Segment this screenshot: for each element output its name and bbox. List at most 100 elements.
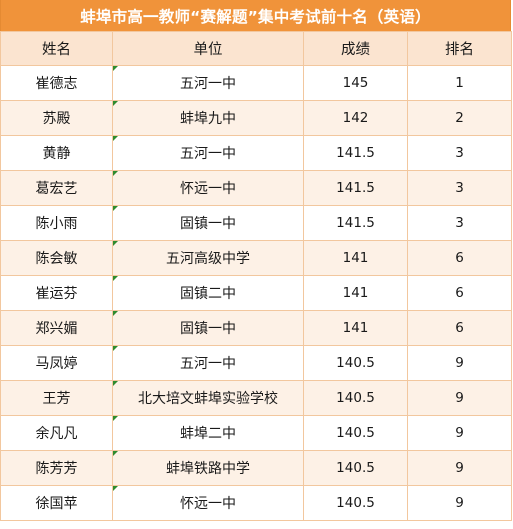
cell-name: 崔德志 [0,65,113,101]
cell-name: 陈会敏 [0,240,113,276]
cell-marker-icon [113,206,118,211]
cell-marker-icon [113,241,118,246]
header-name: 姓名 [0,31,113,66]
cell-unit-text: 怀远一中 [180,181,236,197]
header-unit: 单位 [112,31,304,66]
table-row: 黄静 五河一中 141.5 3 [0,135,512,171]
cell-marker-icon [113,276,118,281]
cell-name: 苏殿 [0,100,113,136]
cell-marker-icon [113,66,118,71]
table-row: 陈小雨 固镇一中 141.5 3 [0,205,512,241]
table-title: 蚌埠市高一教师“赛解题”集中考试前十名（英语） [0,0,511,31]
cell-unit-text: 五河高级中学 [166,251,250,267]
cell-marker-icon [113,381,118,386]
cell-unit-text: 五河一中 [180,146,236,162]
cell-rank: 6 [407,310,512,346]
cell-rank: 9 [407,345,512,381]
cell-unit: 怀远一中 [112,170,304,206]
cell-score: 140.5 [303,380,408,416]
cell-name: 马凤婷 [0,345,113,381]
table-row: 徐国苹 怀远一中 140.5 9 [0,485,512,521]
cell-rank: 9 [407,380,512,416]
cell-unit: 固镇二中 [112,275,304,311]
table-row: 余凡凡 蚌埠二中 140.5 9 [0,415,512,451]
cell-rank: 3 [407,135,512,171]
cell-rank: 3 [407,170,512,206]
table-row: 陈芳芳 蚌埠铁路中学 140.5 9 [0,450,512,486]
cell-rank: 2 [407,100,512,136]
cell-score: 141 [303,240,408,276]
table-row: 陈会敏 五河高级中学 141 6 [0,240,512,276]
cell-unit: 怀远一中 [112,485,304,521]
cell-name: 陈芳芳 [0,450,113,486]
cell-marker-icon [113,486,118,491]
cell-unit-text: 五河一中 [180,76,236,92]
cell-score: 140.5 [303,485,408,521]
cell-unit: 北大培文蚌埠实验学校 [112,380,304,416]
cell-score: 141 [303,310,408,346]
cell-unit: 蚌埠二中 [112,415,304,451]
cell-score: 141.5 [303,135,408,171]
cell-rank: 9 [407,450,512,486]
cell-unit-text: 蚌埠二中 [180,426,236,442]
table-row: 崔德志 五河一中 145 1 [0,65,512,101]
cell-unit-text: 五河一中 [180,356,236,372]
cell-rank: 1 [407,65,512,101]
cell-unit: 固镇一中 [112,205,304,241]
cell-marker-icon [113,311,118,316]
header-score: 成绩 [303,31,408,66]
cell-marker-icon [113,346,118,351]
cell-unit-text: 固镇二中 [180,286,236,302]
cell-unit: 五河一中 [112,345,304,381]
cell-marker-icon [113,451,118,456]
header-rank: 排名 [407,31,512,66]
cell-name: 黄静 [0,135,113,171]
cell-unit-text: 蚌埠九中 [180,111,236,127]
cell-name: 郑兴媚 [0,310,113,346]
cell-unit-text: 固镇一中 [180,216,236,232]
cell-unit: 蚌埠九中 [112,100,304,136]
cell-score: 141 [303,275,408,311]
cell-score: 140.5 [303,345,408,381]
cell-unit-text: 固镇一中 [180,321,236,337]
cell-unit: 蚌埠铁路中学 [112,450,304,486]
cell-name: 崔运芬 [0,275,113,311]
cell-unit-text: 北大培文蚌埠实验学校 [138,391,278,407]
cell-rank: 9 [407,415,512,451]
table-header: 姓名 单位 成绩 排名 [0,31,512,66]
cell-name: 陈小雨 [0,205,113,241]
cell-name: 王芳 [0,380,113,416]
table-body: 崔德志 五河一中 145 1 苏殿 蚌埠九中 142 2 黄静 五河一中 141… [0,65,512,521]
cell-score: 142 [303,100,408,136]
cell-score: 145 [303,65,408,101]
cell-unit-text: 怀远一中 [180,496,236,512]
cell-unit-text: 蚌埠铁路中学 [166,461,250,477]
cell-rank: 6 [407,240,512,276]
cell-rank: 3 [407,205,512,241]
cell-marker-icon [113,136,118,141]
cell-score: 140.5 [303,415,408,451]
table-row: 郑兴媚 固镇一中 141 6 [0,310,512,346]
cell-rank: 9 [407,485,512,521]
ranking-table: 姓名 单位 成绩 排名 崔德志 五河一中 145 1 苏殿 蚌埠九中 142 2… [0,31,512,521]
cell-score: 141.5 [303,205,408,241]
cell-unit: 五河一中 [112,65,304,101]
header-row: 姓名 单位 成绩 排名 [0,31,512,66]
table-row: 苏殿 蚌埠九中 142 2 [0,100,512,136]
cell-name: 徐国苹 [0,485,113,521]
table-row: 马凤婷 五河一中 140.5 9 [0,345,512,381]
cell-marker-icon [113,416,118,421]
cell-unit: 五河一中 [112,135,304,171]
cell-name: 葛宏艺 [0,170,113,206]
cell-marker-icon [113,171,118,176]
cell-score: 140.5 [303,450,408,486]
table-row: 崔运芬 固镇二中 141 6 [0,275,512,311]
cell-marker-icon [113,101,118,106]
table-row: 葛宏艺 怀远一中 141.5 3 [0,170,512,206]
cell-score: 141.5 [303,170,408,206]
table-row: 王芳 北大培文蚌埠实验学校 140.5 9 [0,380,512,416]
cell-rank: 6 [407,275,512,311]
cell-unit: 固镇一中 [112,310,304,346]
cell-unit: 五河高级中学 [112,240,304,276]
